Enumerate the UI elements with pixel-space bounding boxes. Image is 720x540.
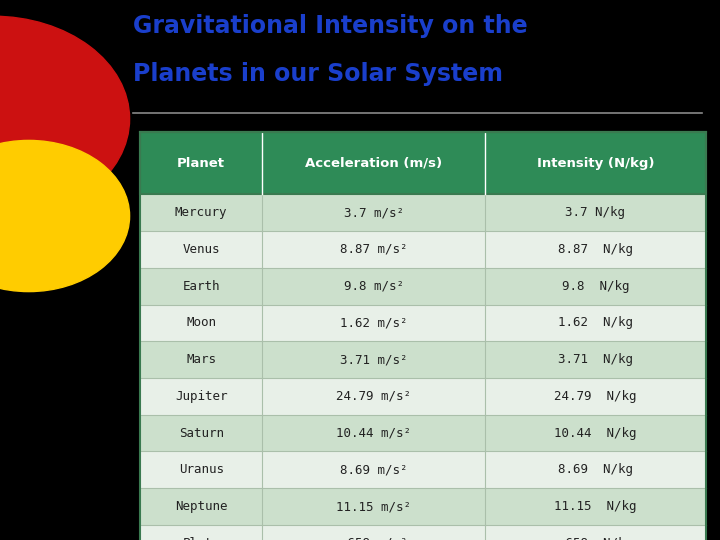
Text: 3.71 m/s²: 3.71 m/s²	[340, 353, 408, 366]
FancyBboxPatch shape	[140, 194, 706, 231]
FancyBboxPatch shape	[140, 132, 706, 194]
FancyBboxPatch shape	[140, 305, 706, 341]
FancyBboxPatch shape	[140, 378, 706, 415]
Text: Earth: Earth	[182, 280, 220, 293]
Text: 8.87  N/kg: 8.87 N/kg	[558, 243, 633, 256]
Text: 3.7 N/kg: 3.7 N/kg	[565, 206, 626, 219]
Circle shape	[0, 140, 130, 292]
Text: Moon: Moon	[186, 316, 216, 329]
Text: Neptune: Neptune	[175, 500, 228, 513]
FancyBboxPatch shape	[140, 525, 706, 540]
Text: Acceleration (m/s): Acceleration (m/s)	[305, 157, 442, 170]
Text: .658 m/s²: .658 m/s²	[340, 537, 408, 540]
FancyBboxPatch shape	[140, 341, 706, 378]
Text: 24.79  N/kg: 24.79 N/kg	[554, 390, 636, 403]
Text: 11.15  N/kg: 11.15 N/kg	[554, 500, 636, 513]
FancyBboxPatch shape	[140, 268, 706, 305]
FancyBboxPatch shape	[140, 488, 706, 525]
Text: .658  N/kg: .658 N/kg	[558, 537, 633, 540]
FancyBboxPatch shape	[140, 451, 706, 488]
Text: Jupiter: Jupiter	[175, 390, 228, 403]
Text: 3.71  N/kg: 3.71 N/kg	[558, 353, 633, 366]
Text: 8.87 m/s²: 8.87 m/s²	[340, 243, 408, 256]
Text: Uranus: Uranus	[179, 463, 224, 476]
Text: Planet: Planet	[177, 157, 225, 170]
Text: Intensity (N/kg): Intensity (N/kg)	[536, 157, 654, 170]
Text: 8.69  N/kg: 8.69 N/kg	[558, 463, 633, 476]
Text: Saturn: Saturn	[179, 427, 224, 440]
Text: 10.44 m/s²: 10.44 m/s²	[336, 427, 411, 440]
Text: 8.69 m/s²: 8.69 m/s²	[340, 463, 408, 476]
Text: 1.62  N/kg: 1.62 N/kg	[558, 316, 633, 329]
Text: 3.7 m/s²: 3.7 m/s²	[343, 206, 403, 219]
FancyBboxPatch shape	[140, 415, 706, 451]
Text: Gravitational Intensity on the: Gravitational Intensity on the	[133, 14, 528, 37]
Text: 9.8 m/s²: 9.8 m/s²	[343, 280, 403, 293]
Text: Mercury: Mercury	[175, 206, 228, 219]
Text: Planets in our Solar System: Planets in our Solar System	[133, 62, 503, 86]
FancyBboxPatch shape	[140, 231, 706, 268]
Text: 1.62 m/s²: 1.62 m/s²	[340, 316, 408, 329]
Text: 24.79 m/s²: 24.79 m/s²	[336, 390, 411, 403]
Circle shape	[0, 16, 130, 221]
Text: 11.15 m/s²: 11.15 m/s²	[336, 500, 411, 513]
Text: 10.44  N/kg: 10.44 N/kg	[554, 427, 636, 440]
Text: Venus: Venus	[182, 243, 220, 256]
Text: Pluto: Pluto	[182, 537, 220, 540]
Text: 9.8  N/kg: 9.8 N/kg	[562, 280, 629, 293]
Text: Mars: Mars	[186, 353, 216, 366]
